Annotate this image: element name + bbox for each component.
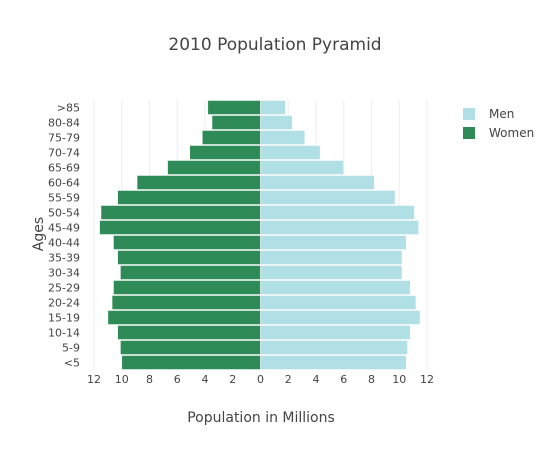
bar-men-7[interactable] bbox=[260, 250, 403, 265]
bar-men-17[interactable] bbox=[260, 100, 286, 115]
y-tick-label: 70-74 bbox=[48, 147, 80, 160]
y-tick-label: 35-39 bbox=[48, 252, 80, 265]
x-tick-label: 6 bbox=[340, 373, 347, 386]
y-tick-label: 15-19 bbox=[48, 312, 80, 325]
bar-men-9[interactable] bbox=[260, 220, 419, 235]
bar-women-14[interactable] bbox=[189, 145, 261, 160]
x-tick-label: 12 bbox=[420, 373, 434, 386]
x-tick-label: 2 bbox=[229, 373, 236, 386]
bars bbox=[99, 100, 421, 370]
bar-women-4[interactable] bbox=[111, 295, 261, 310]
bar-women-13[interactable] bbox=[167, 160, 261, 175]
y-tick-label: 50-54 bbox=[48, 207, 80, 220]
y-tick-label: 30-34 bbox=[48, 267, 80, 280]
bar-women-11[interactable] bbox=[117, 190, 261, 205]
x-tick-labels: 12 10 8 6 4 2 0 2 4 6 8 10 12 bbox=[87, 373, 434, 386]
y-tick-labels: <5 5-9 10-14 15-19 20-24 25-29 30-34 35-39 40-44… bbox=[48, 102, 80, 370]
bar-men-12[interactable] bbox=[260, 175, 375, 190]
bar-women-2[interactable] bbox=[117, 325, 261, 340]
bar-men-16[interactable] bbox=[260, 115, 293, 130]
x-tick-label: 6 bbox=[174, 373, 181, 386]
bar-men-5[interactable] bbox=[260, 280, 411, 295]
bar-women-6[interactable] bbox=[120, 265, 261, 280]
bar-men-14[interactable] bbox=[260, 145, 321, 160]
y-tick-label: 75-79 bbox=[48, 132, 80, 145]
bar-men-10[interactable] bbox=[260, 205, 415, 220]
x-tick-label: 8 bbox=[146, 373, 153, 386]
bar-men-2[interactable] bbox=[260, 325, 411, 340]
bar-women-15[interactable] bbox=[201, 130, 261, 145]
x-axis-title: Population in Millions bbox=[187, 410, 335, 426]
bar-men-4[interactable] bbox=[260, 295, 417, 310]
legend-swatch-men[interactable] bbox=[463, 108, 475, 120]
gridlines bbox=[93, 100, 428, 370]
y-tick-label: 10-14 bbox=[48, 327, 80, 340]
x-tick-label: 4 bbox=[202, 373, 209, 386]
bar-women-16[interactable] bbox=[211, 115, 261, 130]
legend-label-men[interactable]: Men bbox=[489, 107, 514, 121]
bar-women-12[interactable] bbox=[136, 175, 261, 190]
bar-women-1[interactable] bbox=[120, 340, 261, 355]
x-tick-label: 2 bbox=[285, 373, 292, 386]
y-tick-label: 65-69 bbox=[48, 162, 80, 175]
bar-men-1[interactable] bbox=[260, 340, 408, 355]
y-tick-label: 45-49 bbox=[48, 222, 80, 235]
bar-men-6[interactable] bbox=[260, 265, 403, 280]
legend-label-women[interactable]: Women bbox=[489, 126, 534, 140]
bar-women-8[interactable] bbox=[113, 235, 261, 250]
bar-women-17[interactable] bbox=[207, 100, 261, 115]
bar-men-0[interactable] bbox=[260, 355, 407, 370]
bar-men-13[interactable] bbox=[260, 160, 345, 175]
bar-women-7[interactable] bbox=[117, 250, 261, 265]
x-tick-label: 10 bbox=[392, 373, 406, 386]
bar-women-0[interactable] bbox=[121, 355, 261, 370]
y-axis-title: Ages bbox=[31, 217, 47, 251]
chart-title: 2010 Population Pyramid bbox=[168, 35, 381, 55]
bar-women-3[interactable] bbox=[107, 310, 261, 325]
y-tick-label: 40-44 bbox=[48, 237, 80, 250]
y-tick-label: 25-29 bbox=[48, 282, 80, 295]
legend: Men Women bbox=[463, 107, 534, 140]
bar-men-15[interactable] bbox=[260, 130, 306, 145]
y-tick-label: 60-64 bbox=[48, 177, 80, 190]
legend-swatch-women[interactable] bbox=[463, 127, 475, 139]
x-tick-label: 0 bbox=[257, 373, 264, 386]
y-tick-label: >85 bbox=[57, 102, 80, 115]
bar-women-5[interactable] bbox=[113, 280, 261, 295]
y-tick-label: 20-24 bbox=[48, 297, 80, 310]
x-tick-label: 10 bbox=[115, 373, 129, 386]
bar-men-3[interactable] bbox=[260, 310, 421, 325]
bar-women-10[interactable] bbox=[100, 205, 261, 220]
y-tick-label: 5-9 bbox=[62, 342, 80, 355]
bar-men-11[interactable] bbox=[260, 190, 396, 205]
bar-women-9[interactable] bbox=[99, 220, 261, 235]
bar-men-8[interactable] bbox=[260, 235, 407, 250]
y-tick-label: 80-84 bbox=[48, 117, 80, 130]
x-tick-label: 12 bbox=[87, 373, 101, 386]
y-tick-label: <5 bbox=[64, 357, 80, 370]
x-tick-label: 4 bbox=[313, 373, 320, 386]
x-tick-label: 8 bbox=[368, 373, 375, 386]
y-tick-label: 55-59 bbox=[48, 192, 80, 205]
